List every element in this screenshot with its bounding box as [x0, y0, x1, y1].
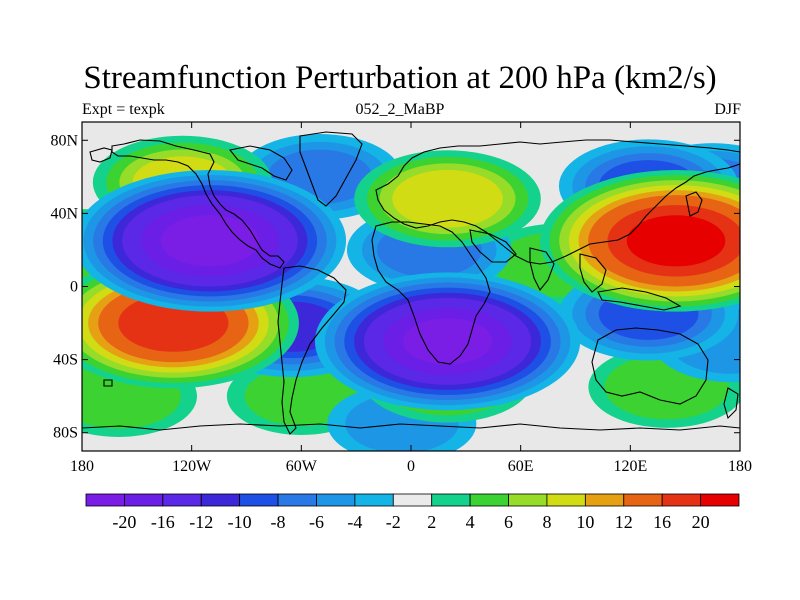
coastline-hawaii — [103, 379, 113, 387]
coastline-canada-islands — [229, 145, 293, 181]
contour-band — [160, 215, 260, 267]
x-tick-label: 0 — [407, 458, 415, 475]
colorbar-swatch — [316, 493, 356, 507]
coastline-alaska — [89, 147, 113, 163]
colorbar-label: 12 — [615, 512, 633, 532]
colorbar-label: -6 — [309, 512, 324, 532]
colorbar-swatch — [700, 493, 740, 507]
colorbar-swatch — [354, 493, 394, 507]
colorbar-label: -10 — [228, 512, 252, 532]
coastline-antarctica — [82, 423, 740, 431]
contour-band — [244, 366, 359, 426]
colorbar-label: -8 — [271, 512, 286, 532]
coastline-arabia — [469, 229, 517, 263]
coastline-japan — [685, 191, 703, 217]
y-tick-label: 0 — [70, 279, 78, 296]
colorbar-swatch — [469, 493, 509, 507]
colorbar-label: -16 — [151, 512, 175, 532]
colorbar-swatch — [661, 493, 701, 507]
colorbar-label: 2 — [427, 512, 436, 532]
colorbar-swatch — [584, 493, 625, 507]
colorbar-swatch — [85, 493, 125, 507]
coastline-south-america — [277, 265, 347, 435]
colorbar-label: 20 — [692, 512, 710, 532]
run-label: 052_2_MaBP — [355, 101, 445, 118]
coastline-india — [529, 247, 555, 292]
y-tick-label: 40S — [53, 352, 78, 369]
x-tick-label: 180 — [728, 458, 752, 475]
contour-band — [402, 318, 493, 365]
experiment-label: Expt = texpk — [82, 101, 165, 118]
x-tick-label: 120W — [172, 458, 212, 475]
colorbar-swatch — [392, 493, 433, 507]
coastline-africa — [371, 221, 491, 365]
x-tick-label: 60E — [508, 458, 534, 475]
colorbar-swatch — [431, 493, 471, 507]
y-tick-label: 80N — [50, 132, 78, 149]
y-tick-label: 40N — [50, 205, 78, 222]
colorbar-swatch — [162, 493, 202, 507]
x-tick-label: 60W — [286, 458, 318, 475]
colorbar-swatch — [623, 493, 663, 507]
coastline-southeast-asia — [579, 253, 607, 293]
contour-band — [392, 169, 503, 228]
colorbar-swatch — [124, 493, 164, 507]
x-tick-label: 120E — [613, 458, 647, 475]
season-label: DJF — [714, 101, 741, 118]
coastline-europe-asia — [375, 139, 740, 265]
contour-band — [626, 215, 726, 267]
y-axis: 80N 40N 0 40S 80S — [50, 132, 740, 442]
x-tick-label: 180 — [70, 458, 94, 475]
x-axis: 180 120W 60W 0 60E 120E 180 — [70, 122, 752, 475]
coastline-layer — [82, 131, 740, 435]
colorbar-label: 16 — [653, 512, 671, 532]
colorbar-label: -20 — [112, 512, 136, 532]
colorbar-swatch — [508, 493, 548, 507]
colorbar-label: 4 — [466, 512, 475, 532]
colorbar-label: -4 — [347, 512, 362, 532]
colorbar-swatch — [239, 493, 279, 507]
colorbar-label: 8 — [542, 512, 551, 532]
colorbar-label: 6 — [504, 512, 513, 532]
colorbar: -20 -16 -12 -10 -8 -6 -4 -2 2 4 6 8 10 12 16 20 — [85, 493, 740, 532]
colorbar-swatch — [200, 493, 241, 507]
coastline-australia — [591, 327, 709, 405]
coastline-north-america — [111, 139, 285, 269]
colorbar-label: -12 — [189, 512, 213, 532]
y-tick-label: 80S — [53, 425, 78, 442]
colorbar-swatch — [546, 493, 586, 507]
colorbar-label: 10 — [576, 512, 594, 532]
colorbar-swatch — [277, 493, 317, 507]
colorbar-label: -2 — [386, 512, 401, 532]
coastline-indonesia — [597, 287, 682, 311]
contour-fill-layer — [82, 134, 740, 451]
coastline-greenland — [299, 131, 363, 207]
coastline-new-zealand — [723, 387, 739, 420]
page-title: Streamfunction Perturbation at 200 hPa (… — [83, 60, 717, 96]
